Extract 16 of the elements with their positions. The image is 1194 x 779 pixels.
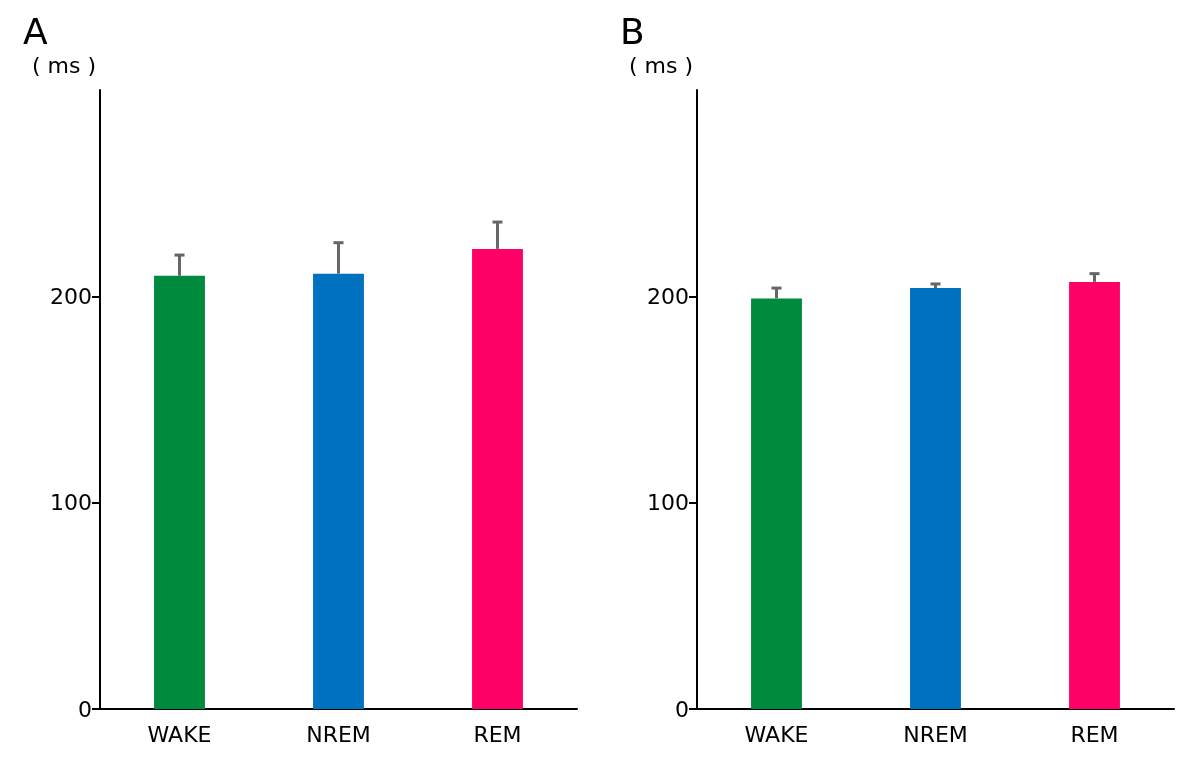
y-tick-label: 0 (675, 696, 689, 722)
y-axis-title: ( ms ) (31, 52, 96, 78)
x-tick-label: NREM (306, 721, 371, 747)
y-axis-title: ( ms ) (628, 52, 693, 78)
chart-title: A (23, 10, 48, 52)
x-tick-label: REM (473, 721, 522, 747)
x-tick-label: NREM (903, 721, 968, 747)
x-tick-label: WAKE (147, 721, 212, 747)
x-tick-label: WAKE (744, 721, 809, 747)
y-tick-label: 200 (647, 283, 689, 309)
x-tick-label: REM (1070, 721, 1119, 747)
y-tick-label: 200 (50, 283, 92, 309)
y-tick-label: 100 (50, 490, 92, 516)
chart-title: B (620, 10, 645, 52)
y-tick-label: 0 (78, 696, 92, 722)
y-tick-label: 100 (647, 490, 689, 516)
